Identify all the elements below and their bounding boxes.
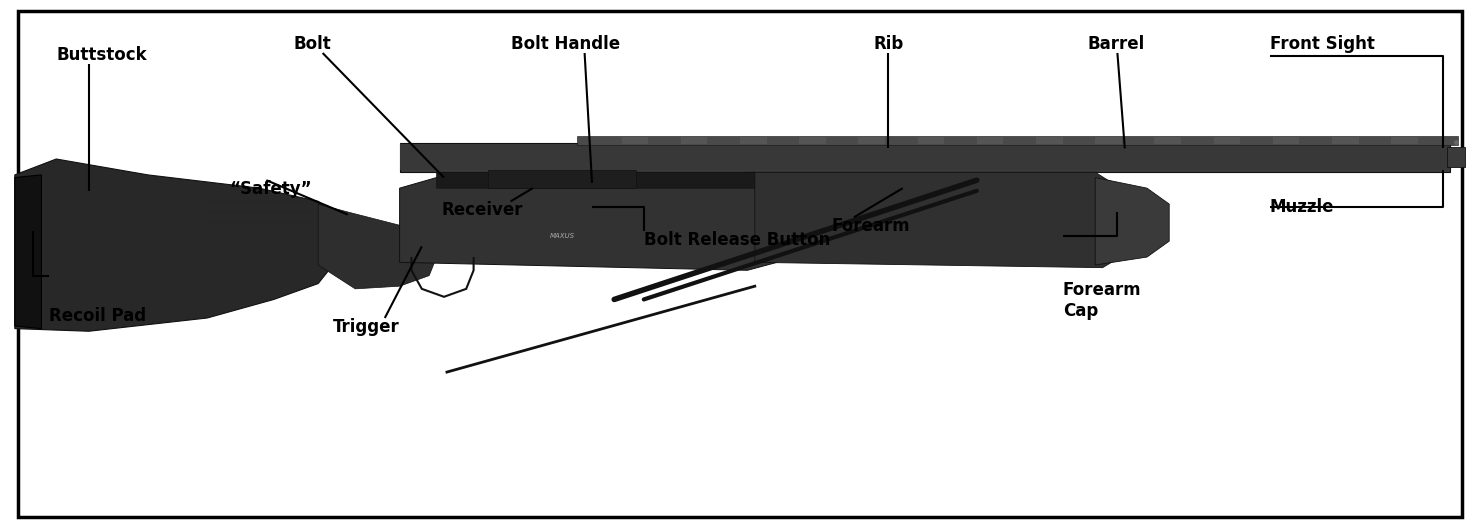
Bar [1214,137,1240,144]
Bar [918,137,944,144]
Bar [1273,137,1299,144]
Bar [1036,137,1063,144]
Bar [1447,147,1465,167]
Bar [622,137,648,144]
Bar [858,137,885,144]
Bar [577,136,1458,145]
Text: Rib: Rib [873,35,903,53]
Bar [1154,137,1181,144]
Polygon shape [437,172,777,188]
Text: “Safety”: “Safety” [229,180,312,198]
Text: Barrel: Barrel [1088,35,1146,53]
Text: Recoil Pad: Recoil Pad [49,307,147,325]
Bar [740,137,767,144]
Text: Forearm: Forearm [832,217,910,235]
Bar [1095,137,1122,144]
Polygon shape [755,172,1125,268]
Text: Bolt Handle: Bolt Handle [511,35,620,53]
Text: Bolt: Bolt [293,35,332,53]
Text: Forearm
Cap: Forearm Cap [1063,281,1141,320]
Polygon shape [15,159,333,331]
Bar [1332,137,1359,144]
Bar [400,144,1450,170]
Polygon shape [15,175,41,329]
Polygon shape [318,204,437,289]
Bar [400,143,1450,172]
Text: Receiver: Receiver [441,201,522,219]
Bar [977,137,1003,144]
Bar [681,137,707,144]
Polygon shape [400,172,777,270]
Bar [799,137,826,144]
Text: Trigger: Trigger [333,318,400,336]
Bar [1391,137,1418,144]
Text: Front Sight: Front Sight [1270,35,1375,53]
Polygon shape [1095,178,1169,265]
Text: MAXUS: MAXUS [551,233,574,239]
Bar [488,170,636,188]
Text: Bolt Release Button: Bolt Release Button [644,231,830,249]
Text: Muzzle: Muzzle [1270,198,1335,216]
Text: Buttstock: Buttstock [56,46,147,64]
